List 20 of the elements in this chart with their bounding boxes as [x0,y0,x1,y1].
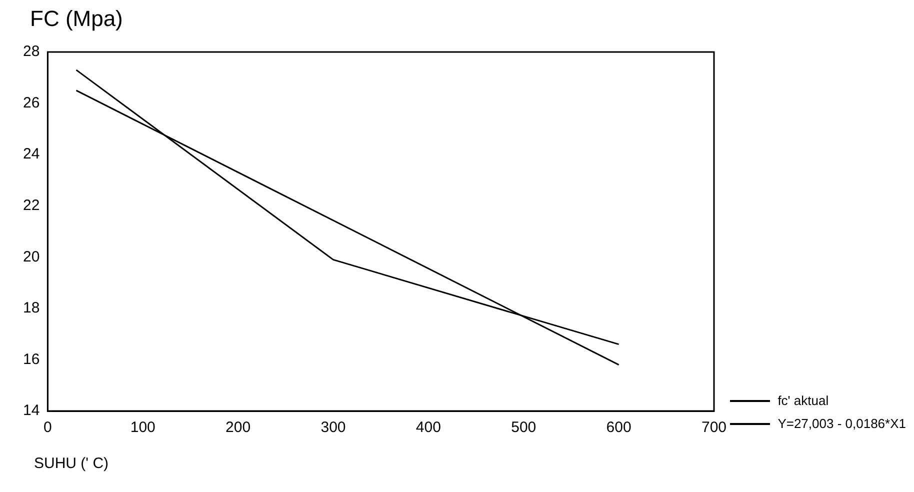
legend-label: Y=27,003 - 0,0186*X1 [778,416,906,431]
y-tick-label: 22 [22,197,40,214]
x-tick-label: 300 [320,419,346,436]
y-tick-label: 28 [22,43,40,60]
y-axis-title: FC (Mpa) [30,6,123,32]
x-tick-label: 500 [511,419,536,436]
x-tick-label: 0 [44,419,52,436]
x-tick-label: 700 [701,419,727,436]
y-tick-label: 14 [22,402,40,420]
x-tick-label: 100 [130,419,156,436]
x-tick-label: 400 [416,419,441,436]
x-tick-label: 600 [606,419,632,436]
y-tick-label: 18 [22,300,40,317]
x-axis-title: SUHU (' C) [34,455,109,472]
y-tick-label: 24 [22,146,40,163]
y-tick-label: 20 [22,248,40,266]
y-tick-label: 26 [22,94,40,112]
legend-label: fc' aktual [778,393,829,408]
y-tick-label: 16 [22,350,40,368]
x-tick-label: 200 [226,419,251,436]
